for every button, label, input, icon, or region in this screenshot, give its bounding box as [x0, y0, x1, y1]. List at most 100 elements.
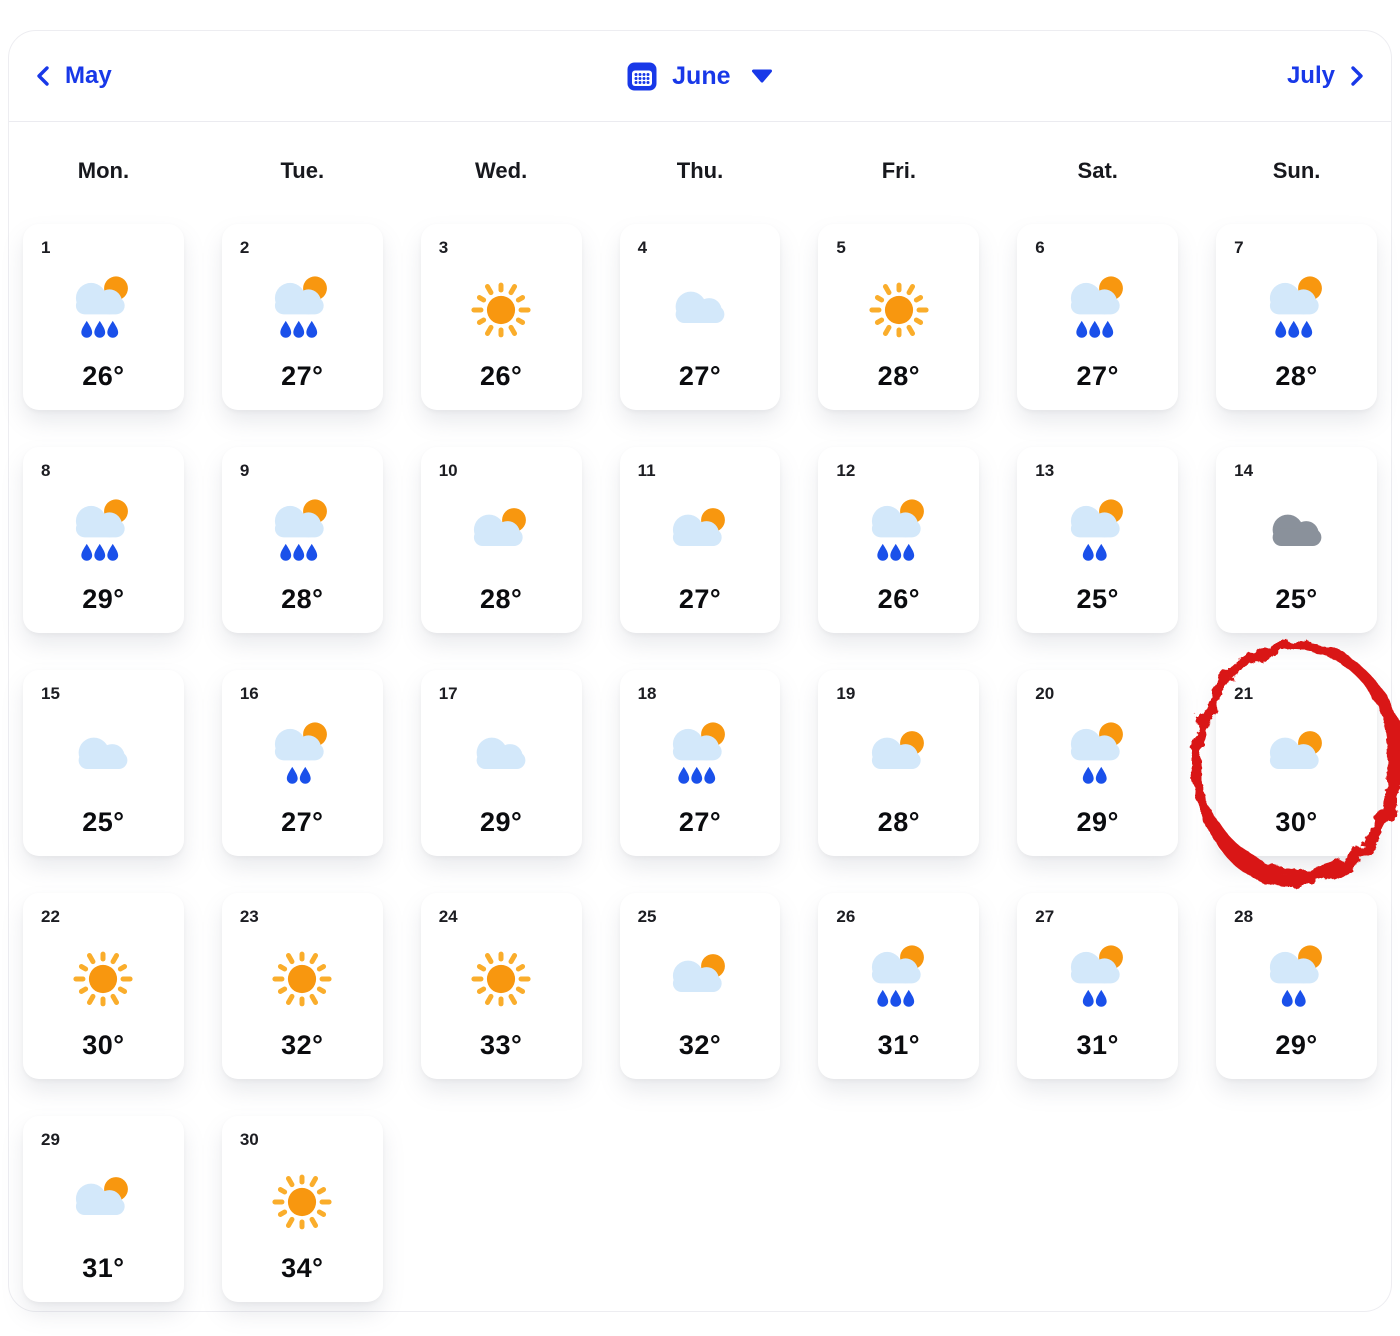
- calendar-grid: 1 26° 2 27° 3 26° 4 27° 5 28°: [9, 224, 1400, 1302]
- month-dropdown[interactable]: June: [626, 60, 772, 92]
- day-card[interactable]: 8 29°: [23, 447, 184, 633]
- day-card[interactable]: 17 29°: [420, 670, 582, 856]
- day-temperature: 27°: [678, 584, 722, 614]
- cloud-sun-rain-icon: [275, 721, 328, 784]
- cloud-sun-icon: [620, 927, 781, 1030]
- day-card[interactable]: 14 25°: [1216, 447, 1377, 633]
- cloud-sun-rain-icon: [76, 275, 129, 338]
- day-number: 19: [836, 684, 856, 703]
- day-temperature: 31°: [877, 1030, 921, 1060]
- cloud-sun-icon: [1216, 704, 1377, 807]
- cloud-sun-rain-icon: [1070, 944, 1123, 1007]
- day-card[interactable]: 23 32°: [221, 893, 383, 1079]
- calendar-day-cell-23: 23 32°: [221, 893, 383, 1079]
- weekday-label-sat: Sat.: [1077, 158, 1118, 183]
- day-card[interactable]: 6 27°: [1017, 224, 1179, 410]
- day-temperature: 28°: [1275, 361, 1318, 391]
- day-card[interactable]: 21 30°: [1216, 670, 1377, 856]
- day-number: 18: [637, 684, 657, 703]
- next-month-button[interactable]: July: [1287, 62, 1365, 90]
- day-card[interactable]: 2 27°: [221, 224, 383, 410]
- prev-month-button[interactable]: May: [35, 62, 112, 90]
- calendar-day-cell-14: 14 25°: [1216, 447, 1377, 633]
- day-card[interactable]: 26 31°: [818, 893, 980, 1079]
- day-temperature: 26°: [479, 361, 523, 391]
- day-card[interactable]: 20 29°: [1017, 670, 1179, 856]
- cloud-icon: [23, 704, 184, 807]
- day-card[interactable]: 10 28°: [420, 447, 582, 633]
- day-number: 20: [1035, 684, 1055, 703]
- day-number: 23: [239, 907, 259, 926]
- day-card[interactable]: 19 28°: [818, 670, 980, 856]
- day-temperature: 27°: [678, 361, 722, 391]
- calendar-day-cell-11: 11 27°: [619, 447, 781, 633]
- day-number: 7: [1234, 238, 1244, 257]
- weekday-label-fri: Fri.: [881, 158, 916, 183]
- cloud-sun-icon: [672, 953, 725, 992]
- calendar-day-cell-8: 8 29°: [23, 447, 184, 633]
- chevron-down-icon: [751, 69, 773, 83]
- day-card[interactable]: 22 30°: [23, 893, 184, 1079]
- calendar-day-cell-19: 19 28°: [818, 670, 980, 856]
- calendar-day-cell-20: 20 29°: [1017, 670, 1179, 856]
- day-temperature: 28°: [479, 584, 523, 614]
- day-temperature: 27°: [281, 807, 324, 837]
- day-temperature: 27°: [1076, 361, 1119, 391]
- cloud-icon: [620, 258, 781, 361]
- day-card[interactable]: 9 28°: [221, 447, 383, 633]
- day-card[interactable]: 30 34°: [221, 1116, 383, 1302]
- day-card[interactable]: 1 26°: [23, 224, 184, 410]
- day-card[interactable]: 5 28°: [818, 224, 980, 410]
- day-card[interactable]: 29 31°: [23, 1116, 184, 1302]
- cloud-sun-rain-icon: [275, 275, 328, 338]
- cloud-sun-rain-icon: [76, 498, 129, 561]
- calendar-day-cell-18: 18 27°: [619, 670, 781, 856]
- day-card[interactable]: 25 32°: [619, 893, 781, 1079]
- day-card[interactable]: 7 28°: [1216, 224, 1377, 410]
- day-temperature: 28°: [877, 807, 921, 837]
- cloud-sun-rain-icon: [1216, 258, 1377, 361]
- day-card[interactable]: 18 27°: [619, 670, 781, 856]
- calendar-day-cell-2: 2 27°: [221, 224, 383, 410]
- day-number: 6: [1035, 238, 1045, 257]
- day-card[interactable]: 15 25°: [23, 670, 184, 856]
- day-temperature: 27°: [678, 807, 722, 837]
- cloud-sun-icon: [871, 730, 924, 769]
- day-number: 30: [239, 1130, 259, 1149]
- day-number: 12: [836, 461, 856, 480]
- cloud-sun-rain-icon: [222, 704, 383, 807]
- calendar-day-cell-22: 22 30°: [23, 893, 184, 1079]
- weekday-label-thu: Thu.: [676, 158, 724, 183]
- day-temperature: 25°: [1076, 584, 1119, 614]
- day-card[interactable]: 12 26°: [818, 447, 980, 633]
- day-card[interactable]: 16 27°: [221, 670, 383, 856]
- calendar-day-cell-26: 26 31°: [818, 893, 980, 1079]
- cloud-sun-rain-icon: [1017, 481, 1178, 584]
- chevron-left-icon: [35, 64, 51, 88]
- day-card[interactable]: 4 27°: [619, 224, 781, 410]
- cloud-sun-icon: [1269, 730, 1322, 769]
- day-card[interactable]: 13 25°: [1017, 447, 1179, 633]
- day-temperature: 28°: [281, 584, 324, 614]
- cloud-sun-rain-icon: [871, 944, 924, 1007]
- sun-icon: [222, 927, 383, 1030]
- day-card[interactable]: 27 31°: [1017, 893, 1179, 1079]
- day-temperature: 27°: [281, 361, 324, 391]
- calendar-day-cell-28: 28 29°: [1216, 893, 1377, 1079]
- calendar-day-cell-17: 17 29°: [420, 670, 582, 856]
- sun-icon: [421, 258, 582, 361]
- day-card[interactable]: 24 33°: [420, 893, 582, 1079]
- day-card[interactable]: 28 29°: [1216, 893, 1377, 1079]
- day-temperature: 26°: [82, 361, 125, 391]
- day-temperature: 29°: [1076, 807, 1119, 837]
- day-card[interactable]: 11 27°: [619, 447, 781, 633]
- day-card[interactable]: 3 26°: [420, 224, 582, 410]
- day-temperature: 29°: [479, 807, 523, 837]
- sun-icon: [421, 927, 582, 1030]
- cloud-sun-icon: [23, 1150, 184, 1253]
- day-number: 24: [438, 907, 458, 926]
- calendar-day-cell-5: 5 28°: [818, 224, 980, 410]
- calendar-day-cell-24: 24 33°: [420, 893, 582, 1079]
- weekday-label-mon: Mon.: [77, 158, 130, 183]
- cloud-sun-rain-icon: [1017, 258, 1178, 361]
